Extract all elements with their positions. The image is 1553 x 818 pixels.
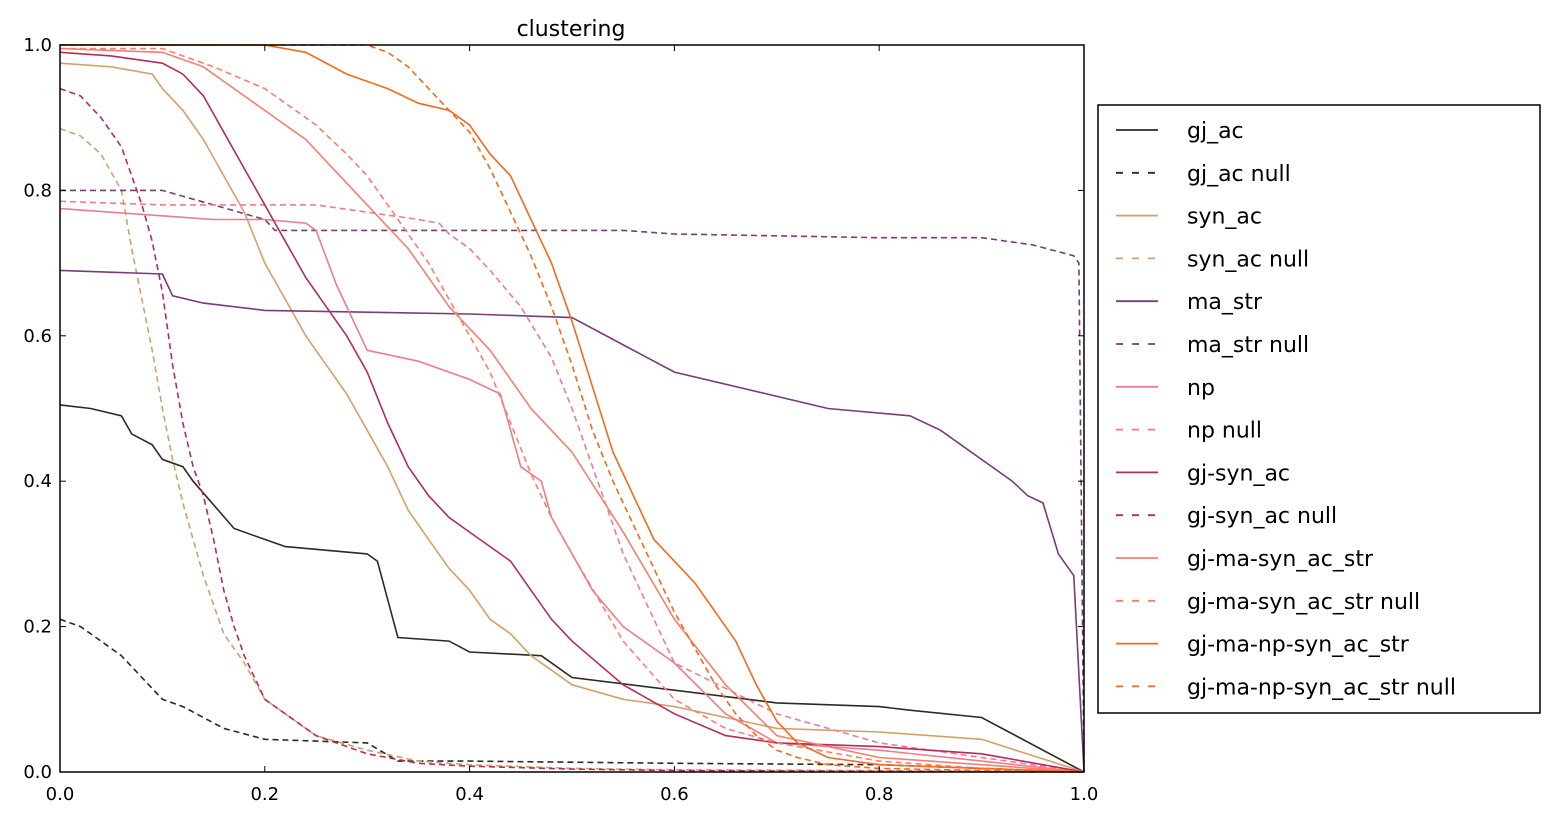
series-line-gj-ac bbox=[59, 404, 1085, 773]
series-line-np-null bbox=[59, 200, 1085, 773]
x-tick-label: 0.0 bbox=[46, 784, 75, 805]
x-tick-label: 0.6 bbox=[660, 784, 689, 805]
series-line-ma-str bbox=[59, 269, 1085, 773]
legend-label: gj-syn_ac null bbox=[1187, 504, 1337, 529]
y-tick-label: 1.0 bbox=[23, 35, 52, 56]
plot-frame bbox=[59, 44, 1085, 773]
y-tick-label: 0.0 bbox=[23, 762, 52, 783]
legend-label: gj-ma-syn_ac_str bbox=[1187, 547, 1374, 572]
series-line-gj-ma-syn-ac-str bbox=[59, 47, 1085, 773]
legend-label: np bbox=[1187, 376, 1215, 401]
y-tick-label: 0.6 bbox=[23, 326, 52, 347]
legend-label: ma_str bbox=[1187, 290, 1263, 315]
series-line-np bbox=[59, 207, 1085, 773]
series-layer bbox=[59, 44, 1085, 773]
legend-label: gj-ma-np-syn_ac_str null bbox=[1187, 675, 1456, 700]
y-tick-label: 0.2 bbox=[23, 617, 52, 638]
legend-label: syn_ac null bbox=[1187, 247, 1309, 272]
series-line-gj-syn-ac-null bbox=[59, 87, 1085, 773]
series-line-syn-ac bbox=[59, 62, 1085, 773]
series-line-gj-ma-np-syn-ac-str bbox=[60, 44, 1085, 773]
legend-label: gj-ma-np-syn_ac_str bbox=[1187, 633, 1410, 658]
series-line-gj-ma-np-syn-ac-str-null bbox=[60, 44, 1085, 773]
legend: gj_ac gj_ac null syn_ac syn_ac null ma_strma… bbox=[1097, 104, 1541, 714]
series-line-gj-syn-ac bbox=[59, 51, 1085, 773]
axis-layer: 0.0 0.2 0.4 0.6 0.8 1.0 0.0 0.2 0.4 0.6 0.8 1.0 bbox=[23, 35, 1098, 805]
series-line-ma-str-null bbox=[60, 189, 1085, 773]
legend-label: gj_ac null bbox=[1187, 162, 1291, 187]
y-tick-label: 0.8 bbox=[23, 180, 52, 201]
series-line-gj-ac-null bbox=[59, 618, 1085, 773]
x-tick-label: 0.8 bbox=[865, 784, 894, 805]
legend-label: ma_str null bbox=[1187, 333, 1309, 358]
x-tick-label: 0.4 bbox=[455, 784, 484, 805]
legend-label: np null bbox=[1187, 419, 1262, 444]
y-tick-label: 0.4 bbox=[23, 471, 52, 492]
series-line-gj-ma-syn-ac-str-null bbox=[60, 47, 1085, 773]
x-tick-label: 1.0 bbox=[1070, 784, 1099, 805]
chart-title: clustering bbox=[517, 17, 626, 42]
legend-label: gj-ma-syn_ac_str null bbox=[1187, 590, 1420, 615]
legend-label: gj_ac bbox=[1187, 119, 1244, 144]
legend-frame bbox=[1097, 104, 1541, 714]
x-tick-label: 0.2 bbox=[250, 784, 279, 805]
series-line-syn-ac-null bbox=[59, 127, 1085, 773]
legend-label: syn_ac bbox=[1187, 205, 1262, 230]
legend-label: gj-syn_ac bbox=[1187, 461, 1290, 486]
